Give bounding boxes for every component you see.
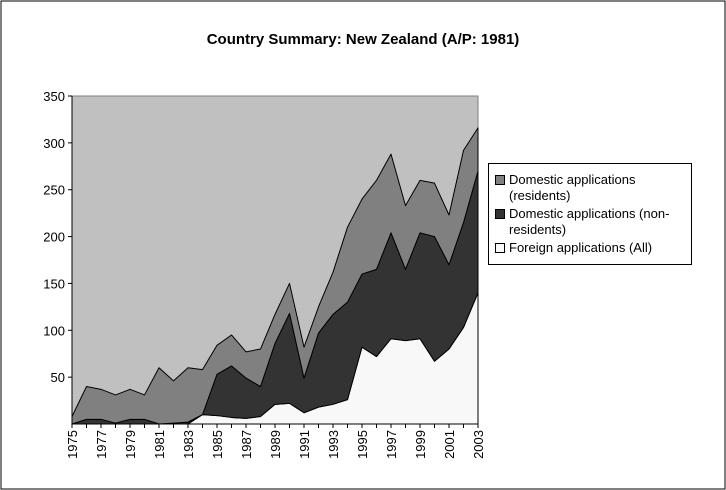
x-tick-label: 1997 — [384, 430, 399, 459]
legend-label: Domestic applications (residents) — [509, 172, 636, 203]
x-tick-label: 1979 — [123, 430, 138, 459]
legend: Domestic applications (residents) Domesti… — [488, 163, 692, 265]
x-tick-label: 1995 — [355, 430, 370, 459]
chart-title: Country Summary: New Zealand (A/P: 1981) — [207, 31, 520, 48]
x-tick-label: 1975 — [65, 430, 80, 459]
y-tick-label: 200 — [43, 230, 65, 245]
x-tick-label: 1981 — [152, 430, 167, 459]
x-tick-label: 1999 — [413, 430, 428, 459]
y-tick-label: 300 — [43, 136, 65, 151]
x-tick-label: 1989 — [268, 430, 283, 459]
legend-swatch — [495, 175, 505, 185]
legend-swatch — [495, 243, 505, 253]
x-tick-label: 1987 — [239, 430, 254, 459]
x-tick-label: 1991 — [297, 430, 312, 459]
legend-item: Foreign applications (All) — [495, 240, 687, 256]
legend-item: Domestic applications (residents) — [495, 172, 687, 204]
area — [71, 127, 479, 425]
x-tick-label: 1983 — [181, 430, 196, 459]
y-tick-label: 50 — [51, 370, 65, 385]
x-tick-label: 1977 — [94, 430, 109, 459]
legend-item: Domestic applications (non-residents) — [495, 206, 687, 238]
legend-label: Domestic applications (non-residents) — [509, 206, 670, 237]
y-tick-label: 250 — [43, 183, 65, 198]
y-tick-label: 150 — [43, 276, 65, 291]
x-tick-label: 1985 — [210, 430, 225, 459]
x-tick-label: 1993 — [326, 430, 341, 459]
x-tick-label: 2003 — [471, 430, 486, 459]
x-tick-label: 2001 — [442, 430, 457, 459]
legend-swatch — [495, 209, 505, 219]
y-tick-label: 350 — [43, 89, 65, 104]
legend-label: Foreign applications (All) — [509, 240, 653, 255]
y-tick-label: 100 — [43, 323, 65, 338]
